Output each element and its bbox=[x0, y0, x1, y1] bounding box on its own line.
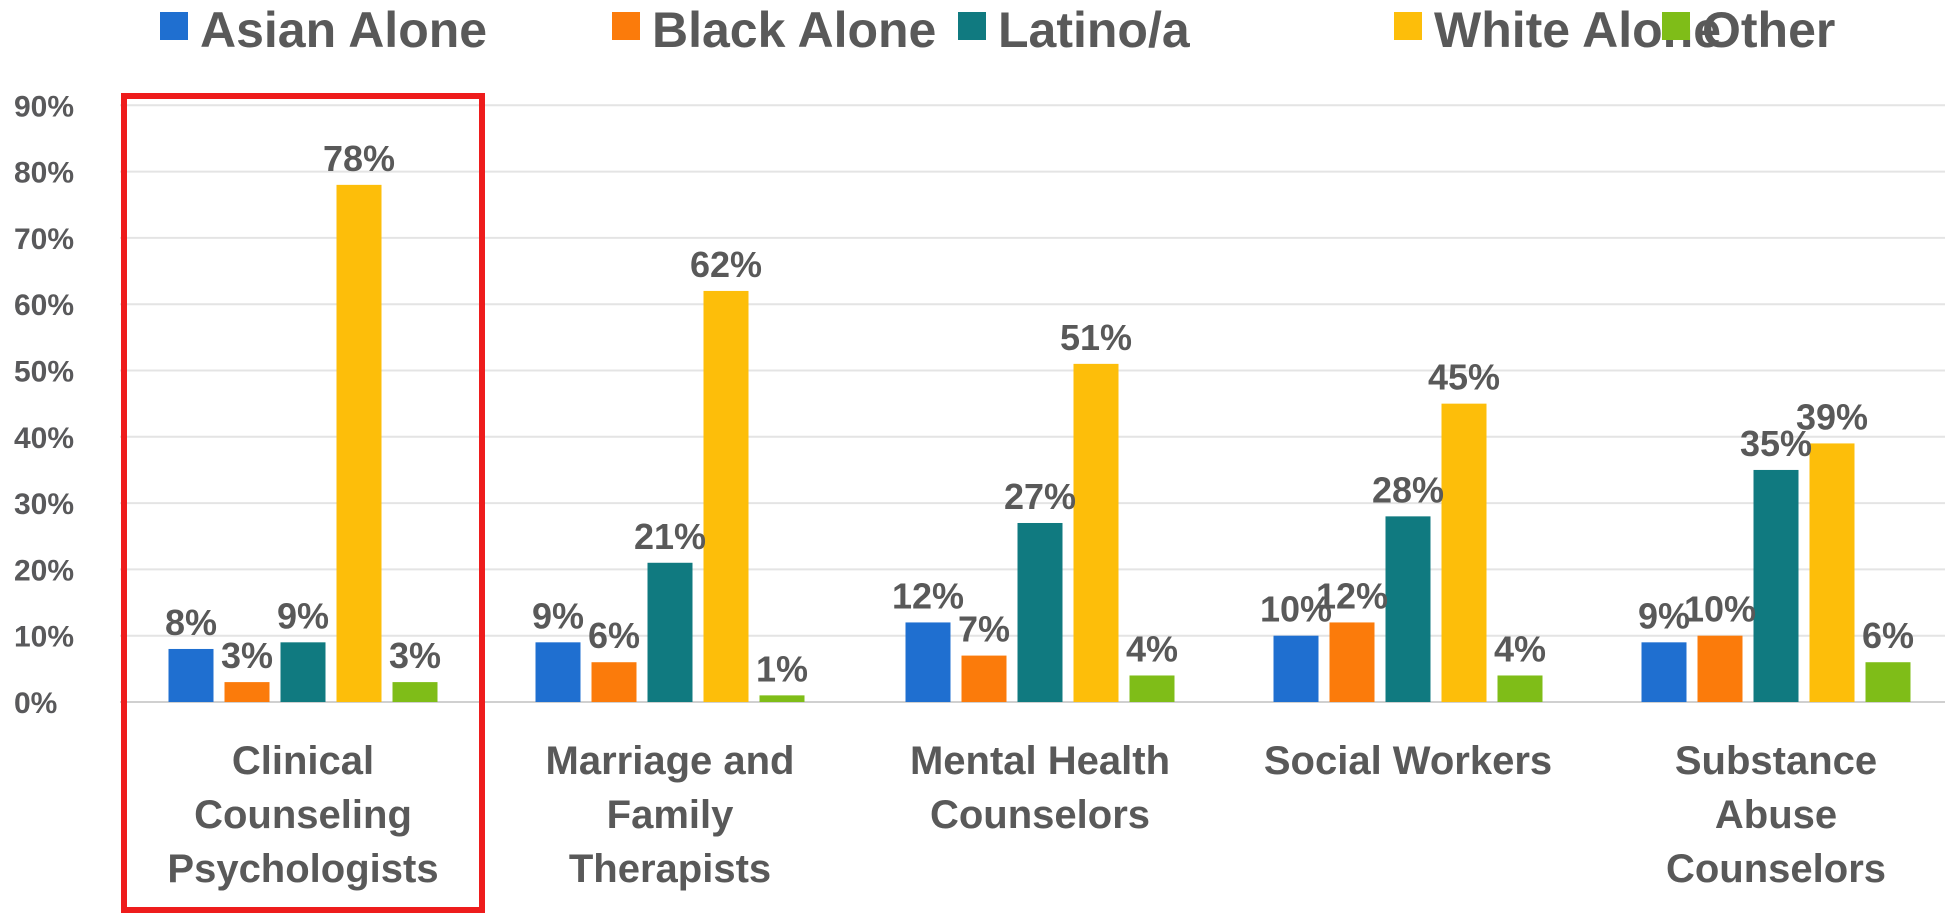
category-label: Clinical Counseling Psychologists bbox=[167, 739, 438, 891]
y-tick-label: 90% bbox=[14, 90, 74, 123]
highlight-box bbox=[121, 93, 485, 913]
data-label: 8% bbox=[165, 602, 217, 643]
y-tick-label: 80% bbox=[14, 157, 74, 190]
bar bbox=[1865, 662, 1911, 702]
data-label: 3% bbox=[389, 635, 441, 676]
data-label: 21% bbox=[634, 516, 706, 557]
legend-swatch bbox=[1394, 12, 1422, 40]
bar bbox=[591, 662, 637, 702]
bar bbox=[647, 562, 693, 702]
category-label: Mental Health Counselors bbox=[910, 739, 1170, 837]
data-label: 7% bbox=[958, 609, 1010, 650]
bar bbox=[1809, 443, 1855, 702]
bar bbox=[961, 655, 1007, 702]
data-label: 9% bbox=[1638, 595, 1690, 636]
category-label: Social Workers bbox=[1264, 739, 1552, 783]
data-label: 9% bbox=[532, 595, 584, 636]
data-labels: 8%3%9%78%3%9% 6%21%62%1%12%7%27%51%4%10%1… bbox=[165, 138, 1914, 690]
category-label-line: Family bbox=[607, 793, 734, 837]
bar bbox=[1697, 635, 1743, 702]
bar bbox=[535, 642, 581, 702]
category-label-line: Counseling bbox=[194, 793, 412, 837]
y-tick-label: 40% bbox=[14, 422, 74, 455]
bar bbox=[1017, 522, 1063, 702]
data-label: 4% bbox=[1126, 628, 1178, 669]
data-label: 78% bbox=[323, 138, 395, 179]
category-label-line: Counselors bbox=[1666, 847, 1886, 891]
category-label-line: Abuse bbox=[1715, 793, 1837, 837]
bar bbox=[1441, 403, 1487, 702]
bar bbox=[905, 622, 951, 702]
category-label-line: Marriage and bbox=[546, 739, 795, 783]
data-label: 39% bbox=[1796, 396, 1868, 437]
bar bbox=[1385, 516, 1431, 702]
bar bbox=[168, 648, 214, 702]
legend-label: Black Alone bbox=[652, 2, 936, 58]
legend-swatch bbox=[1662, 12, 1690, 40]
data-label: 10% bbox=[1684, 589, 1756, 630]
category-label-line: Social Workers bbox=[1264, 739, 1552, 783]
data-label: 62% bbox=[690, 244, 762, 285]
category-labels: Clinical Counseling Psychologists Marriage … bbox=[167, 739, 1886, 891]
data-label: 12% bbox=[1316, 575, 1388, 616]
category-label-line: Therapists bbox=[569, 847, 771, 891]
bar bbox=[1273, 635, 1319, 702]
y-tick-label: 20% bbox=[14, 554, 74, 587]
bars bbox=[168, 184, 1911, 703]
bar bbox=[336, 184, 382, 703]
bar bbox=[1641, 642, 1687, 702]
y-tick-label: 0% bbox=[14, 687, 57, 720]
data-label: 45% bbox=[1428, 357, 1500, 398]
category-label: Marriage and Family Therapists bbox=[546, 739, 795, 891]
bar bbox=[759, 695, 805, 702]
legend-swatch bbox=[612, 12, 640, 40]
legend-label: Latino/a bbox=[998, 2, 1191, 58]
data-label: 28% bbox=[1372, 469, 1444, 510]
category-label: Substance Abuse Counselors bbox=[1666, 739, 1886, 891]
legend: Asian Alone Black Alone Latino/a White Alon… bbox=[160, 2, 1835, 58]
y-tick-label: 70% bbox=[14, 223, 74, 256]
bar bbox=[1753, 469, 1799, 702]
bar bbox=[280, 642, 326, 702]
category-label-line: Substance bbox=[1675, 739, 1877, 783]
bar bbox=[1497, 675, 1543, 702]
data-label: 4% bbox=[1494, 628, 1546, 669]
data-label: 27% bbox=[1004, 476, 1076, 517]
category-label-line: Mental Health bbox=[910, 739, 1170, 783]
bar bbox=[1129, 675, 1175, 702]
y-tick-label: 30% bbox=[14, 488, 74, 521]
legend-label: Other bbox=[1702, 2, 1835, 58]
category-label-line: Psychologists bbox=[167, 847, 438, 891]
data-label: 35% bbox=[1740, 423, 1812, 464]
bar bbox=[1329, 622, 1375, 702]
data-label: 6% bbox=[1862, 615, 1914, 656]
legend-swatch bbox=[958, 12, 986, 40]
y-tick-label: 50% bbox=[14, 356, 74, 389]
data-label: 12% bbox=[892, 575, 964, 616]
bar bbox=[224, 682, 270, 702]
data-label: 51% bbox=[1060, 317, 1132, 358]
legend-swatch bbox=[160, 12, 188, 40]
legend-label: Asian Alone bbox=[200, 2, 487, 58]
y-tick-label: 60% bbox=[14, 289, 74, 322]
data-label: 1% bbox=[756, 648, 808, 689]
data-label: 10% bbox=[1260, 589, 1332, 630]
y-axis-tick-labels: 0% 10% 20% 30% 40% 50% 60% 70% 80% 90% bbox=[14, 90, 74, 720]
category-label-line: Counselors bbox=[930, 793, 1150, 837]
bar bbox=[703, 290, 749, 702]
y-tick-label: 10% bbox=[14, 621, 74, 654]
gridlines bbox=[120, 104, 1945, 703]
bar bbox=[392, 682, 438, 702]
data-label: 6% bbox=[588, 615, 640, 656]
category-label-line: Clinical bbox=[232, 739, 374, 783]
data-label: 3% bbox=[221, 635, 273, 676]
data-label: 9% bbox=[277, 595, 329, 636]
bar bbox=[1073, 363, 1119, 702]
